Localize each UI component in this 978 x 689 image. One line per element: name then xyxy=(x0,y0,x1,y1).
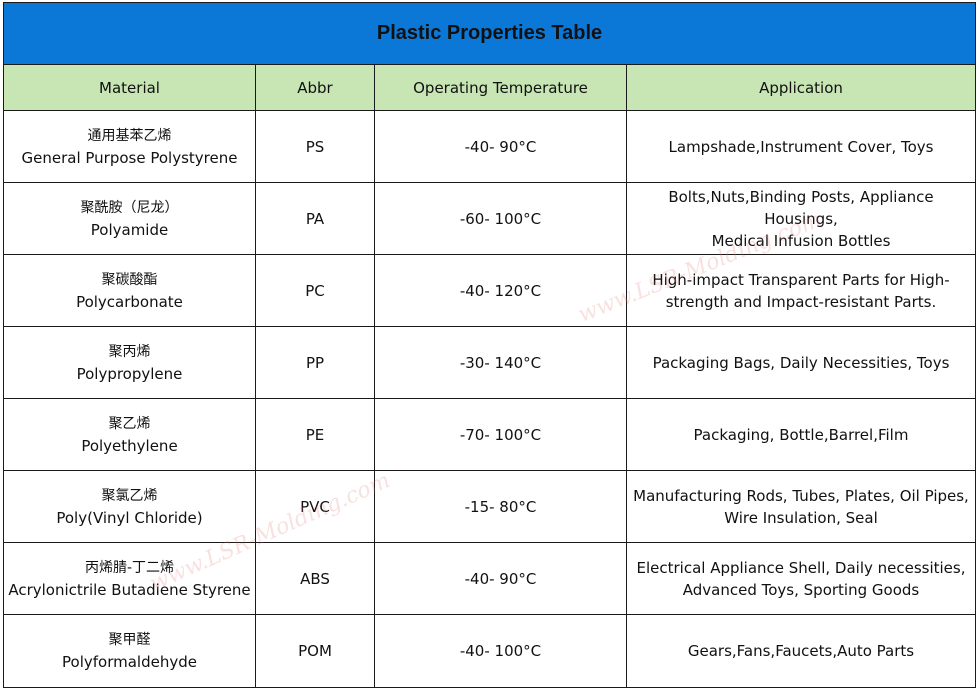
application-cell: Packaging, Bottle,Barrel,Film xyxy=(627,399,975,470)
material-cell: 聚碳酸酯 Polycarbonate xyxy=(4,255,256,326)
material-english-name: Polyformaldehyde xyxy=(62,653,197,671)
temperature-cell: -40- 120°C xyxy=(375,255,627,326)
application-text: Electrical Appliance Shell, Daily necess… xyxy=(636,558,966,577)
application-text: High-impact Transparent Parts for High- xyxy=(652,270,950,289)
header-material: Material xyxy=(4,65,256,110)
table-row: 聚酰胺（尼龙） Polyamide PA -60- 100°C Bolts,Nuts,B… xyxy=(4,183,975,255)
material-cell: 聚甲醛 Polyformaldehyde xyxy=(4,615,256,687)
header-abbr: Abbr xyxy=(256,65,375,110)
abbr-cell: POM xyxy=(256,615,375,687)
material-chinese-name: 聚丙烯 xyxy=(108,343,151,360)
header-application: Application xyxy=(759,78,843,97)
application-text: Packaging, Bottle,Barrel,Film xyxy=(693,425,909,444)
material-english-name: Polyethylene xyxy=(81,436,178,455)
temperature-cell: -40- 90°C xyxy=(375,543,627,614)
abbr-cell: PS xyxy=(256,111,375,182)
material-cell: 聚丙烯 Polypropylene xyxy=(4,327,256,398)
material-english-name: Polycarbonate xyxy=(76,292,183,311)
table-row: 丙烯腈-丁二烯 Acrylonictrile Butadiene Styrene A… xyxy=(4,543,975,615)
temperature-cell: -15- 80°C xyxy=(375,471,627,542)
header-operating-temperature: Operating Temperature xyxy=(375,65,627,110)
abbr-cell: PA xyxy=(256,183,375,254)
table-row: 通用基苯乙烯 General Purpose Polystyrene PS -40- … xyxy=(4,111,975,183)
temperature-cell: -40- 90°C xyxy=(375,111,627,182)
application-cell: High-impact Transparent Parts for High-s… xyxy=(627,255,975,326)
material-chinese-name: 聚碳酸酯 xyxy=(101,271,158,288)
abbr-cell: PP xyxy=(256,327,375,398)
abbr-cell: ABS xyxy=(256,543,375,614)
material-chinese-name: 聚乙烯 xyxy=(108,415,151,432)
table-row: 聚碳酸酯 Polycarbonate PC -40- 120°C High-impact… xyxy=(4,255,975,327)
temperature-cell: -30- 140°C xyxy=(375,327,627,398)
application-text: Medical Infusion Bottles xyxy=(711,231,891,250)
material-english-name: Polypropylene xyxy=(76,364,183,383)
abbr-cell: PE xyxy=(256,399,375,470)
table-header-row: Material Abbr Operating Temperature Appl… xyxy=(4,65,975,111)
material-chinese-name: 聚氯乙烯 xyxy=(101,487,158,504)
material-chinese-name: 丙烯腈-丁二烯 xyxy=(84,559,175,576)
plastic-properties-table: Plastic Properties Table Material Abbr O… xyxy=(3,2,976,688)
table-title: Plastic Properties Table xyxy=(4,3,975,65)
table-row: 聚氯乙烯 Poly(Vinyl Chloride) PVC -15- 80°C Manu… xyxy=(4,471,975,543)
temperature-cell: -60- 100°C xyxy=(375,183,627,254)
application-text: Advanced Toys, Sporting Goods xyxy=(682,580,920,599)
application-cell: Bolts,Nuts,Binding Posts, Appliance Hous… xyxy=(627,183,975,254)
material-english-name: Poly(Vinyl Chloride) xyxy=(56,508,203,527)
material-chinese-name: 通用基苯乙烯 xyxy=(87,127,172,144)
material-cell: 通用基苯乙烯 General Purpose Polystyrene xyxy=(4,111,256,182)
application-text: Manufacturing Rods, Tubes, Plates, Oil P… xyxy=(633,486,969,505)
application-cell: Gears,Fans,Faucets,Auto Parts xyxy=(627,615,975,687)
application-text: Lampshade,Instrument Cover, Toys xyxy=(668,137,934,156)
material-cell: 丙烯腈-丁二烯 Acrylonictrile Butadiene Styrene xyxy=(4,543,256,614)
application-text: Bolts,Nuts,Binding Posts, Appliance Hous… xyxy=(668,187,934,228)
material-cell: 聚酰胺（尼龙） Polyamide xyxy=(4,183,256,254)
application-text: Wire Insulation, Seal xyxy=(724,508,878,527)
table-row: 聚丙烯 Polypropylene PP -30- 140°C Packaging Ba… xyxy=(4,327,975,399)
abbr-cell: PC xyxy=(256,255,375,326)
application-cell: Manufacturing Rods, Tubes, Plates, Oil P… xyxy=(627,471,975,542)
application-text: Gears,Fans,Faucets,Auto Parts xyxy=(687,642,915,660)
material-cell: 聚乙烯 Polyethylene xyxy=(4,399,256,470)
application-cell: Lampshade,Instrument Cover, Toys xyxy=(627,111,975,182)
material-cell: 聚氯乙烯 Poly(Vinyl Chloride) xyxy=(4,471,256,542)
temperature-cell: -70- 100°C xyxy=(375,399,627,470)
temperature-cell: -40- 100°C xyxy=(375,615,627,687)
application-cell: Packaging Bags, Daily Necessities, Toys xyxy=(627,327,975,398)
application-text: strength and Impact-resistant Parts. xyxy=(665,292,937,311)
abbr-cell: PVC xyxy=(256,471,375,542)
material-english-name: Polyamide xyxy=(90,220,169,239)
application-cell: Electrical Appliance Shell, Daily necess… xyxy=(627,543,975,614)
table-row: 聚甲醛 Polyformaldehyde POM -40- 100°C Gears,Fa… xyxy=(4,615,975,687)
table-row: 聚乙烯 Polyethylene PE -70- 100°C Packaging, Bo… xyxy=(4,399,975,471)
application-text: Packaging Bags, Daily Necessities, Toys xyxy=(652,353,950,372)
material-english-name: General Purpose Polystyrene xyxy=(21,148,238,167)
material-chinese-name: 聚酰胺（尼龙） xyxy=(80,199,179,216)
material-chinese-name: 聚甲醛 xyxy=(108,632,151,648)
material-english-name: Acrylonictrile Butadiene Styrene xyxy=(8,580,251,599)
